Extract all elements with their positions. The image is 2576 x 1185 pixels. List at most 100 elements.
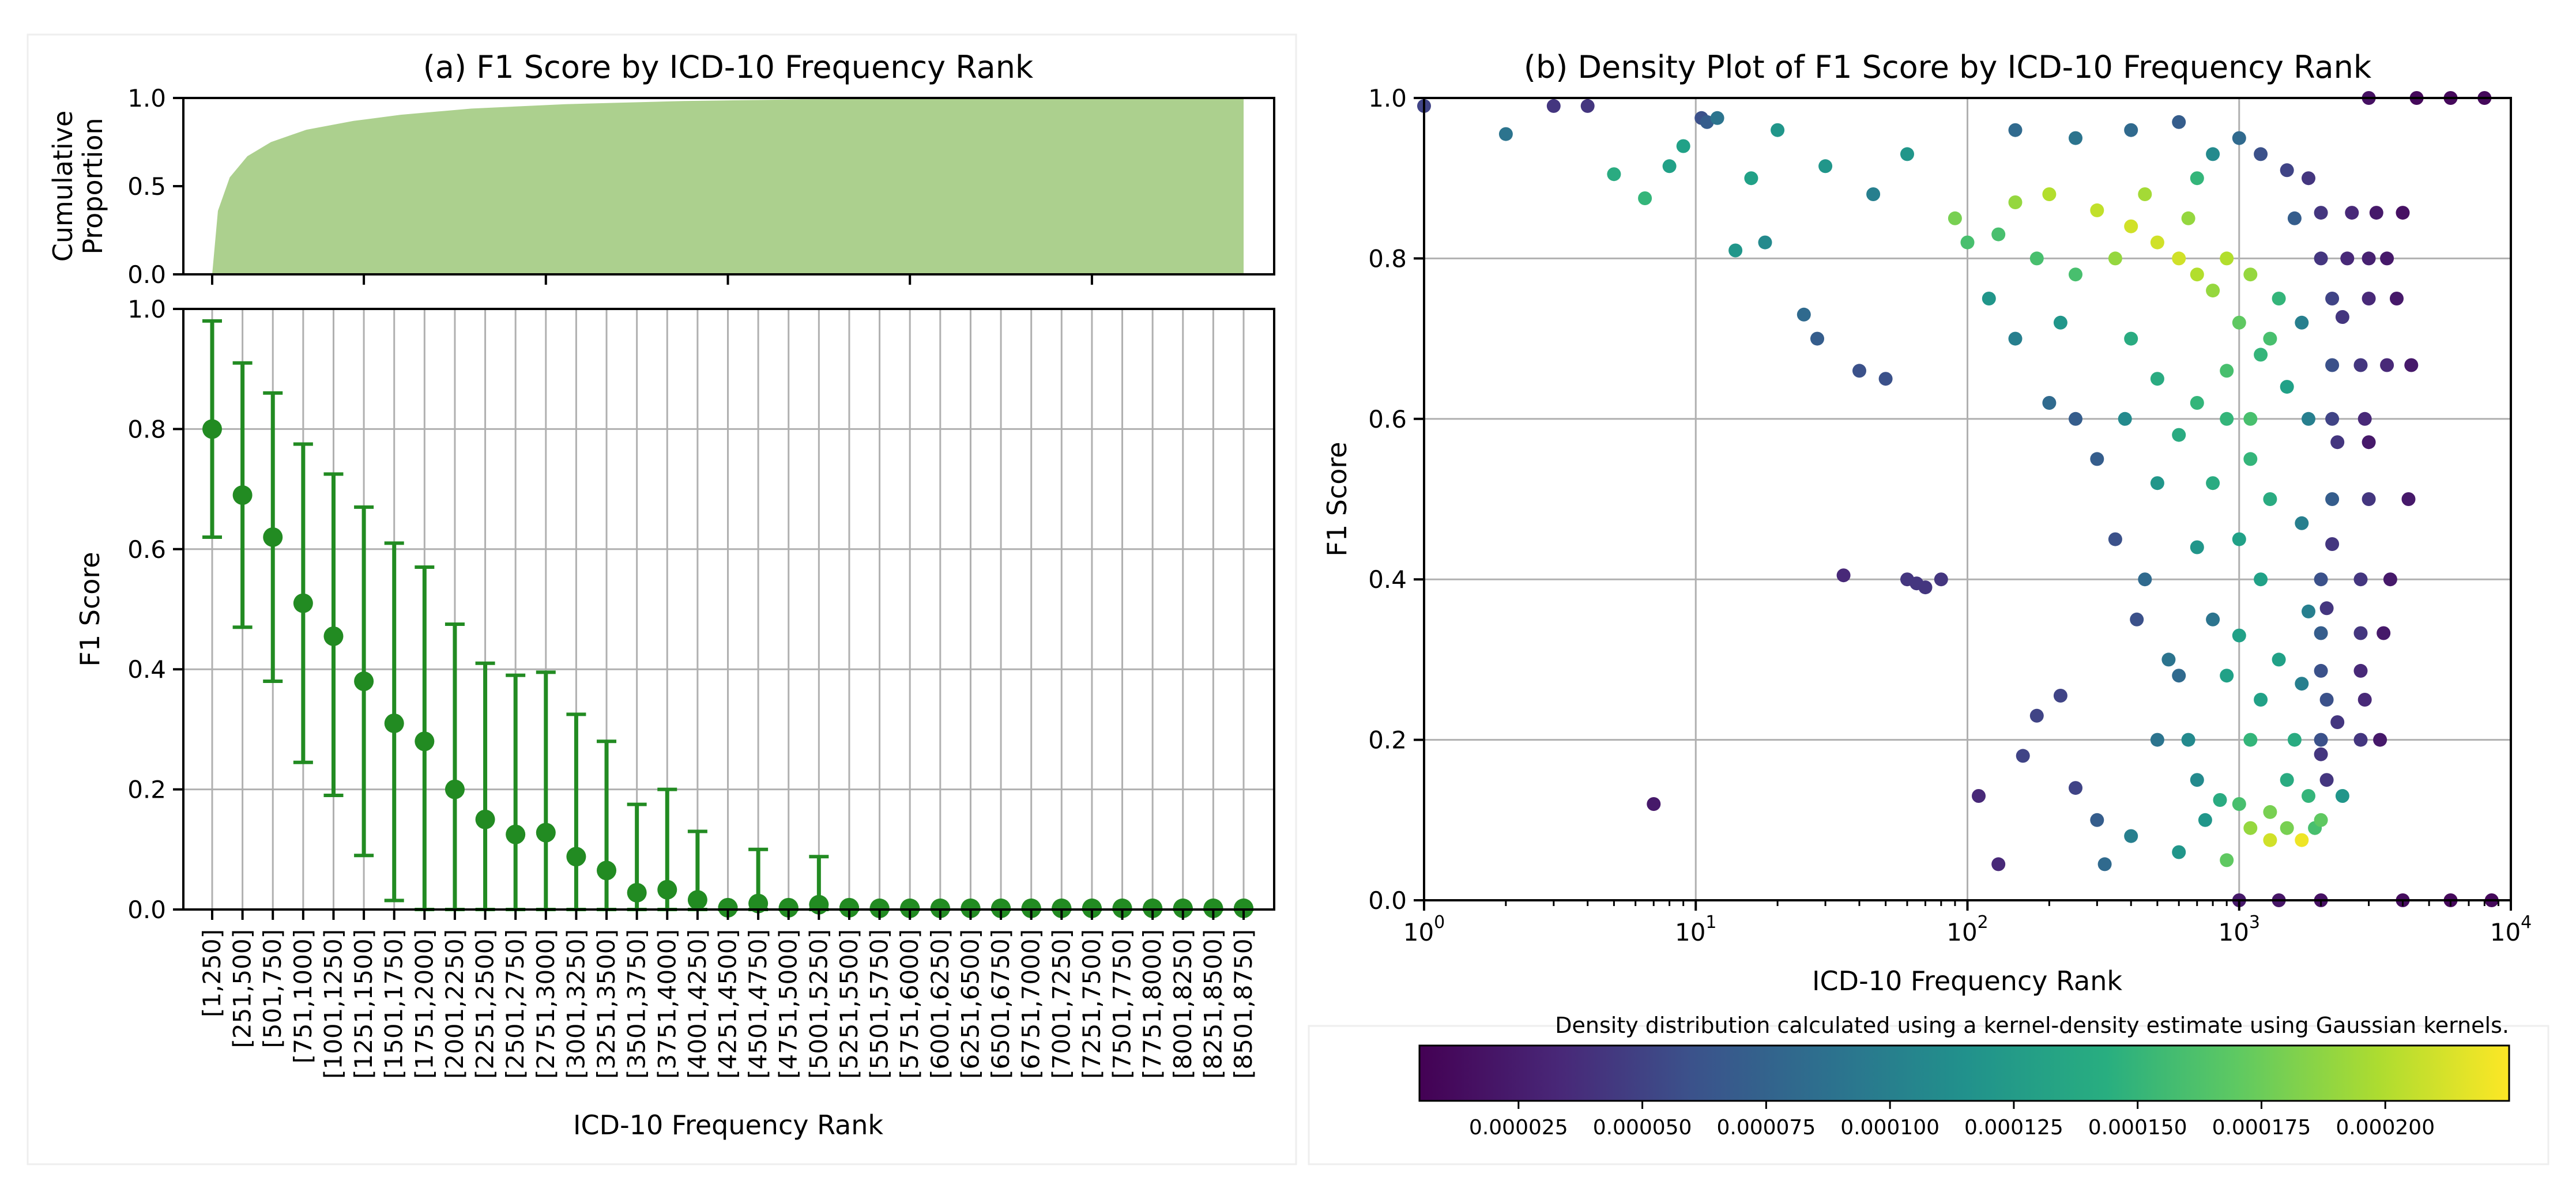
- scatter-point: [2272, 292, 2286, 305]
- scatter-point: [1878, 372, 1893, 386]
- errorbar-y-tick-label: 0.2: [127, 776, 166, 804]
- scatter-point: [2181, 733, 2195, 747]
- errorbar-item: [293, 442, 313, 764]
- errorbar-x-ticks: [1,250] [251,500] [501,750] [751,1000] [1001…: [198, 909, 1257, 1079]
- scatter-point: [1866, 187, 1881, 201]
- scatter-point: [1607, 167, 1621, 182]
- scatter-point: [2138, 572, 2152, 587]
- scatter-point: [2232, 532, 2246, 546]
- scatter-point: [2280, 163, 2294, 178]
- scatter-point: [2053, 315, 2067, 330]
- scatter-point: [2369, 206, 2383, 220]
- scatter-point: [2295, 516, 2309, 530]
- scatter-point: [2008, 331, 2023, 346]
- scatter-point: [2161, 652, 2176, 667]
- errorbar-x-tick-label: [3751,4000]: [653, 929, 681, 1079]
- scatter-point: [2220, 251, 2234, 266]
- scatter-point: [2150, 235, 2164, 250]
- scatter-point: [2232, 131, 2246, 145]
- scatter-point: [1638, 191, 1652, 205]
- scatter-point: [2353, 358, 2368, 372]
- errorbar-x-tick-label: [1001,1250]: [319, 929, 347, 1079]
- scatter-point: [2340, 251, 2355, 266]
- errorbar-mean-point: [778, 897, 799, 918]
- scatter-point: [1546, 99, 1561, 113]
- scatter-point: [2220, 412, 2234, 426]
- scatter-point: [2090, 813, 2104, 827]
- top-ylabel-line-2: Proportion: [77, 118, 108, 254]
- errorbar-x-tick-label: [7251,7500]: [1078, 929, 1106, 1079]
- scatter-point: [2090, 452, 2104, 466]
- scatter-point: [2220, 853, 2234, 867]
- scatter-point: [1836, 568, 1851, 583]
- scatter-point: [2124, 331, 2138, 346]
- errorbar-item: [323, 472, 344, 798]
- scatter-point: [2150, 372, 2164, 386]
- scatter-point: [2314, 813, 2328, 827]
- scatter-point: [2373, 733, 2387, 747]
- errorbar-mean-point: [536, 822, 556, 843]
- scatter-point: [1728, 243, 1743, 258]
- scatter-point: [2190, 396, 2204, 410]
- scatter-point: [2150, 733, 2164, 747]
- top-ylabel-line-1: Cumulative: [47, 111, 78, 262]
- errorbar-x-tick-label: [1,250]: [198, 929, 226, 1017]
- panel-a-title: (a) F1 Score by ICD-10 Frequency Rank: [423, 49, 1034, 85]
- errorbar-mean-point: [202, 419, 222, 439]
- errorbar-item: [597, 739, 617, 911]
- errorbar-mean-point: [384, 713, 404, 733]
- scatter-point: [2069, 412, 2082, 426]
- errorbar-x-tick-label: [1251,1500]: [349, 929, 378, 1079]
- scatter-point: [2042, 187, 2057, 201]
- scatter-point: [2172, 428, 2186, 442]
- scatter-point: [1676, 139, 1690, 153]
- errorbar-mean-point: [930, 898, 950, 918]
- scatter-point: [2243, 733, 2258, 747]
- scatter-x-tick-label: 101: [1675, 912, 1717, 946]
- scatter-point: [2254, 147, 2268, 161]
- scatter-point: [2362, 292, 2376, 305]
- errorbar-x-tick-label: [7501,7750]: [1108, 929, 1136, 1079]
- scatter-y-tick-label: 0.6: [1368, 405, 1407, 433]
- scatter-point: [2362, 492, 2376, 506]
- errorbar-x-tick-label: [2001,2250]: [440, 929, 469, 1079]
- scatter-point: [1710, 111, 1724, 125]
- scatter-point: [2325, 537, 2340, 551]
- errorbar-x-tick-label: [7751,8000]: [1138, 929, 1166, 1079]
- scatter-point: [2377, 626, 2391, 640]
- scatter-point: [2314, 572, 2328, 587]
- colorbar-ticks: 0.000025 0.000050 0.000075 0.000100 0.000125…: [1469, 1101, 2435, 1139]
- scatter-point: [2220, 669, 2234, 683]
- errorbar-mean-point: [627, 882, 647, 903]
- scatter-point: [2206, 612, 2220, 627]
- errorbar-item: [232, 361, 253, 629]
- errorbar-x-tick-label: [8251,8500]: [1199, 929, 1227, 1079]
- errorbar-mean-point: [354, 671, 374, 692]
- scatter-ylabel: F1 Score: [1321, 441, 1353, 556]
- scatter-x-tick-label: 100: [1403, 912, 1445, 946]
- scatter-point: [2353, 626, 2368, 640]
- scatter-point: [2198, 813, 2212, 827]
- errorbar-mean-point: [415, 731, 435, 752]
- errorbar-x-tick-label: [501,750]: [258, 929, 287, 1048]
- scatter-point: [1991, 857, 2006, 871]
- scatter-point: [2172, 115, 2186, 129]
- errorbar-mean-point: [1203, 898, 1223, 918]
- scatter-point: [2108, 251, 2122, 266]
- errorbar-item: [445, 622, 465, 911]
- scatter-point: [2295, 315, 2309, 330]
- scatter-y-ticks: 0.0 0.2 0.4 0.6 0.8 1.0: [1368, 84, 1424, 915]
- scatter-point: [2302, 171, 2315, 186]
- panel-b-title: (b) Density Plot of F1 Score by ICD-10 F…: [1524, 49, 2372, 85]
- scatter-point: [2008, 123, 2023, 137]
- errorbar-mean-point: [1082, 898, 1102, 918]
- errorbar-x-tick-label: [3001,3250]: [562, 929, 590, 1079]
- errorbar-item: [202, 319, 222, 539]
- scatter-point: [2314, 663, 2328, 678]
- scatter-point: [2254, 693, 2268, 707]
- scatter-point: [2090, 203, 2104, 217]
- right-figure-frame: [1308, 1025, 2549, 1165]
- scatter-xlabel: ICD-10 Frequency Rank: [1812, 965, 2122, 997]
- colorbar-tick-label: 0.000100: [1840, 1116, 1939, 1139]
- scatter-point: [2053, 689, 2067, 703]
